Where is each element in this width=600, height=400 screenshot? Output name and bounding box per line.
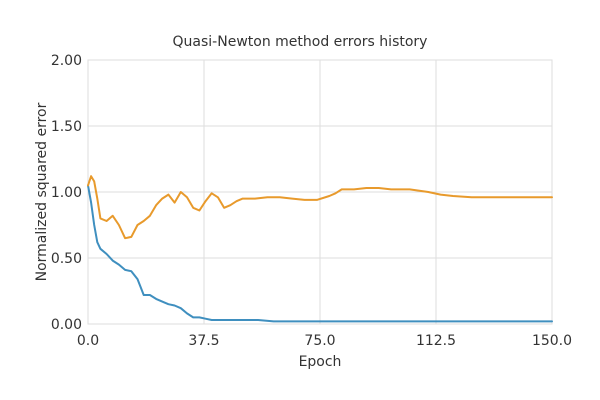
x-tick-label: 37.5 bbox=[188, 333, 219, 349]
grid bbox=[87, 59, 553, 325]
x-tick-label: 150.0 bbox=[532, 333, 572, 349]
x-tick-label: 75.0 bbox=[304, 333, 335, 349]
tick-labels: 0.0 37.5 75.0 112.5 150.0 0.00 0.50 1.00 1.50 2.0… bbox=[51, 53, 572, 349]
y-tick-label: 0.50 bbox=[51, 251, 82, 267]
y-tick-label: 1.00 bbox=[51, 185, 82, 201]
series-layer bbox=[87, 175, 553, 323]
y-axis-label: Normalized squared error bbox=[34, 102, 50, 281]
y-tick-label: 2.00 bbox=[51, 53, 82, 69]
x-tick-label: 112.5 bbox=[416, 333, 456, 349]
series-line-2 bbox=[87, 175, 553, 240]
series-line-1 bbox=[87, 184, 553, 323]
x-axis-label: Epoch bbox=[299, 354, 342, 370]
plot-area bbox=[87, 59, 553, 325]
chart-title: Quasi-Newton method errors history bbox=[173, 34, 428, 50]
y-tick-label: 0.00 bbox=[51, 317, 82, 333]
x-tick-label: 0.0 bbox=[77, 333, 99, 349]
y-tick-label: 1.50 bbox=[51, 119, 82, 135]
